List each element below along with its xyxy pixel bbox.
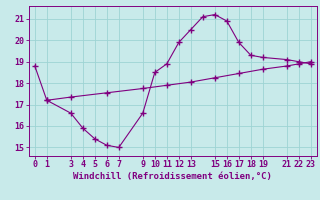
X-axis label: Windchill (Refroidissement éolien,°C): Windchill (Refroidissement éolien,°C) bbox=[73, 172, 272, 181]
